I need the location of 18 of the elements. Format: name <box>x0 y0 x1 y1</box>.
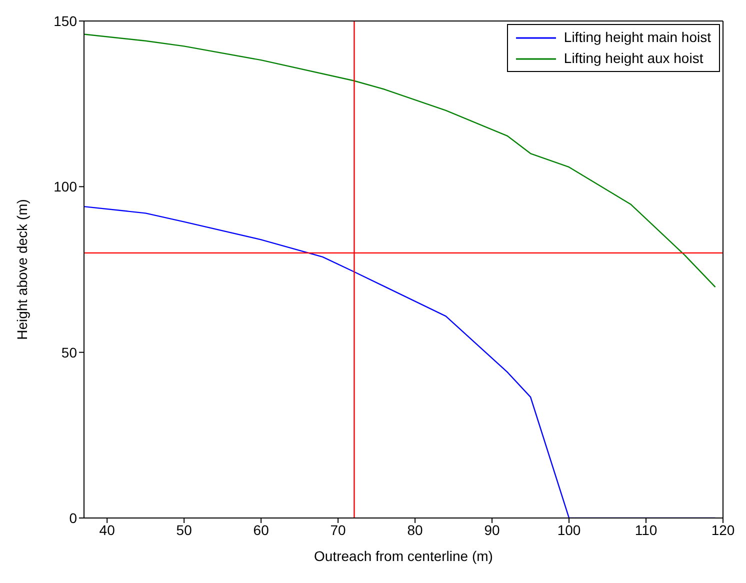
y-tick-label: 100 <box>54 178 78 195</box>
x-tick-label: 100 <box>557 522 581 538</box>
x-tick-label: 60 <box>253 522 270 538</box>
x-tick-label: 50 <box>176 522 192 538</box>
legend-label: Lifting height aux hoist <box>564 49 704 68</box>
x-tick-label: 40 <box>99 522 116 538</box>
x-tick-label: 120 <box>711 522 735 538</box>
y-tick-label: 150 <box>54 12 78 29</box>
y-tick-label: 50 <box>61 344 78 360</box>
legend-label: Lifting height main hoist <box>564 28 711 47</box>
y-axis-title: Height above deck (m) <box>14 199 30 340</box>
x-axis-title: Outreach from centerline (m) <box>314 548 493 564</box>
x-tick-label: 70 <box>330 522 346 538</box>
x-tick-label: 90 <box>484 522 500 538</box>
x-tick-label: 80 <box>407 522 424 538</box>
x-tick-label: 110 <box>634 522 658 538</box>
y-tick-label: 0 <box>69 510 78 526</box>
line-series <box>84 34 716 288</box>
